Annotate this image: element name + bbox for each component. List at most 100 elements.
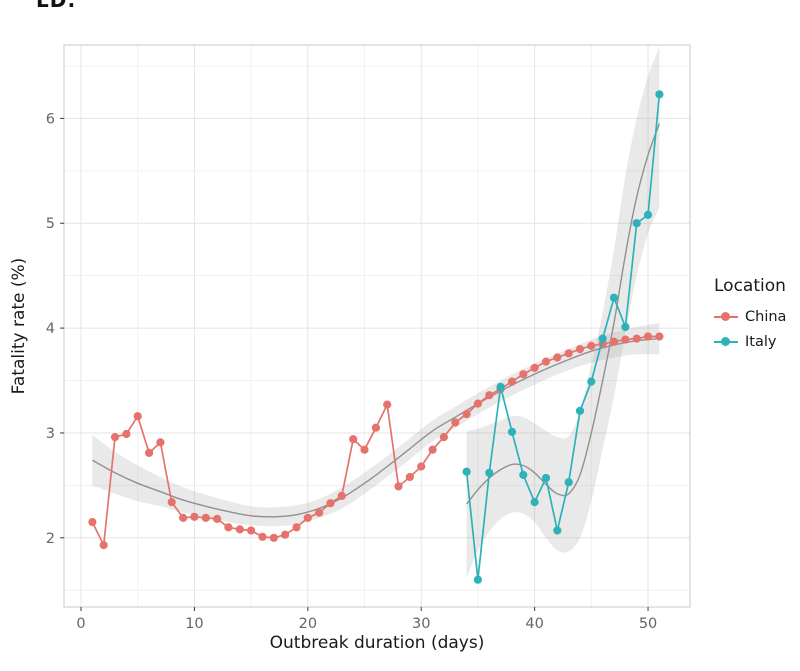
legend-key-china-icon (714, 308, 738, 326)
china-point (587, 341, 596, 350)
china-point (258, 532, 267, 541)
china-smooth-line (92, 337, 660, 518)
italy-point (598, 334, 607, 343)
china-point (281, 530, 290, 539)
y-tick-label: 2 (46, 531, 55, 547)
legend-title: Location (714, 276, 786, 296)
y-tick-label: 4 (46, 321, 55, 337)
china-point (133, 412, 142, 421)
legend-key-italy-icon (714, 333, 738, 351)
italy-point (462, 467, 471, 476)
china-point (541, 357, 551, 366)
y-axis-title: Fatality rate (%) (9, 257, 29, 395)
china-point (179, 513, 188, 523)
x-axis-title: Outbreak duration (days) (269, 633, 485, 653)
italy-point (553, 526, 562, 535)
x-tick-label: 0 (76, 616, 85, 632)
china-point (303, 513, 312, 523)
italy-point (632, 219, 641, 228)
italy-points (462, 90, 664, 584)
china-point (292, 523, 301, 532)
china-point (485, 391, 494, 400)
italy-point (541, 473, 551, 483)
china-point (224, 523, 233, 532)
figure-title-cropped: LD: (36, 0, 300, 10)
italy-series-line (465, 94, 661, 580)
china-point (156, 438, 165, 447)
china-point (235, 525, 244, 534)
china-point (394, 482, 403, 491)
china-point (213, 514, 222, 524)
china-point (564, 349, 573, 358)
legend-label-italy: Italy (745, 333, 777, 350)
china-point (326, 499, 335, 508)
china-point (609, 337, 619, 346)
italy-point (609, 293, 619, 302)
china-point (360, 445, 369, 454)
china-point (110, 433, 120, 442)
china-point (439, 433, 448, 442)
china-point (145, 448, 154, 457)
legend-label-china: China (745, 308, 787, 325)
italy-point (485, 468, 494, 477)
panel-border (63, 44, 691, 608)
china-point (632, 334, 641, 343)
major-gridlines (64, 45, 690, 607)
italy-point (655, 90, 664, 99)
china-point (383, 400, 392, 409)
china-point (99, 541, 108, 550)
italy-point (587, 377, 596, 386)
x-tick-label: 10 (185, 616, 203, 632)
legend-entry-italy: Italy (714, 329, 786, 354)
italy-smooth-line (466, 123, 661, 505)
china-point (315, 508, 324, 517)
x-tick-label: 20 (299, 616, 317, 632)
italy-point (496, 382, 505, 391)
axis-ticks: 0 10 20 30 40 50 2 3 4 5 6 (46, 111, 658, 632)
china-point (349, 435, 358, 444)
italy-point (473, 575, 482, 584)
china-point (405, 472, 414, 482)
china-point (519, 370, 528, 379)
china-point (451, 418, 460, 427)
china-point (122, 429, 131, 439)
y-tick-label: 3 (46, 426, 55, 442)
minor-gridlines (64, 45, 690, 607)
plot-panel (64, 45, 690, 607)
china-confidence-ribbon (92, 322, 660, 527)
x-tick-label: 50 (639, 616, 657, 632)
china-point (88, 518, 97, 527)
legend: Location China Italy (714, 276, 786, 354)
x-tick-label: 40 (525, 616, 543, 632)
italy-point (621, 322, 630, 332)
china-points (88, 332, 664, 550)
china-point (247, 526, 256, 535)
china-point (621, 335, 630, 344)
china-point (575, 345, 585, 354)
china-point (462, 410, 471, 419)
china-point (337, 491, 346, 500)
china-point (371, 423, 380, 432)
china-point (507, 377, 517, 386)
figure-title-clip: LD: (0, 0, 300, 10)
y-tick-label: 5 (46, 216, 55, 232)
italy-point (507, 427, 517, 436)
x-tick-label: 30 (412, 616, 430, 632)
plot-content (88, 47, 664, 584)
china-point (269, 533, 278, 542)
y-tick-label: 6 (46, 111, 55, 127)
italy-point (575, 406, 585, 415)
china-point (190, 512, 199, 521)
china-point (530, 363, 539, 372)
china-point (428, 445, 437, 454)
china-point (553, 353, 562, 362)
italy-point (519, 470, 528, 479)
china-point (417, 462, 426, 471)
italy-point (530, 498, 539, 507)
china-point (167, 498, 176, 507)
china-point (473, 399, 482, 408)
legend-entry-china: China (714, 304, 786, 329)
china-point (643, 332, 653, 341)
china-point (201, 513, 210, 523)
